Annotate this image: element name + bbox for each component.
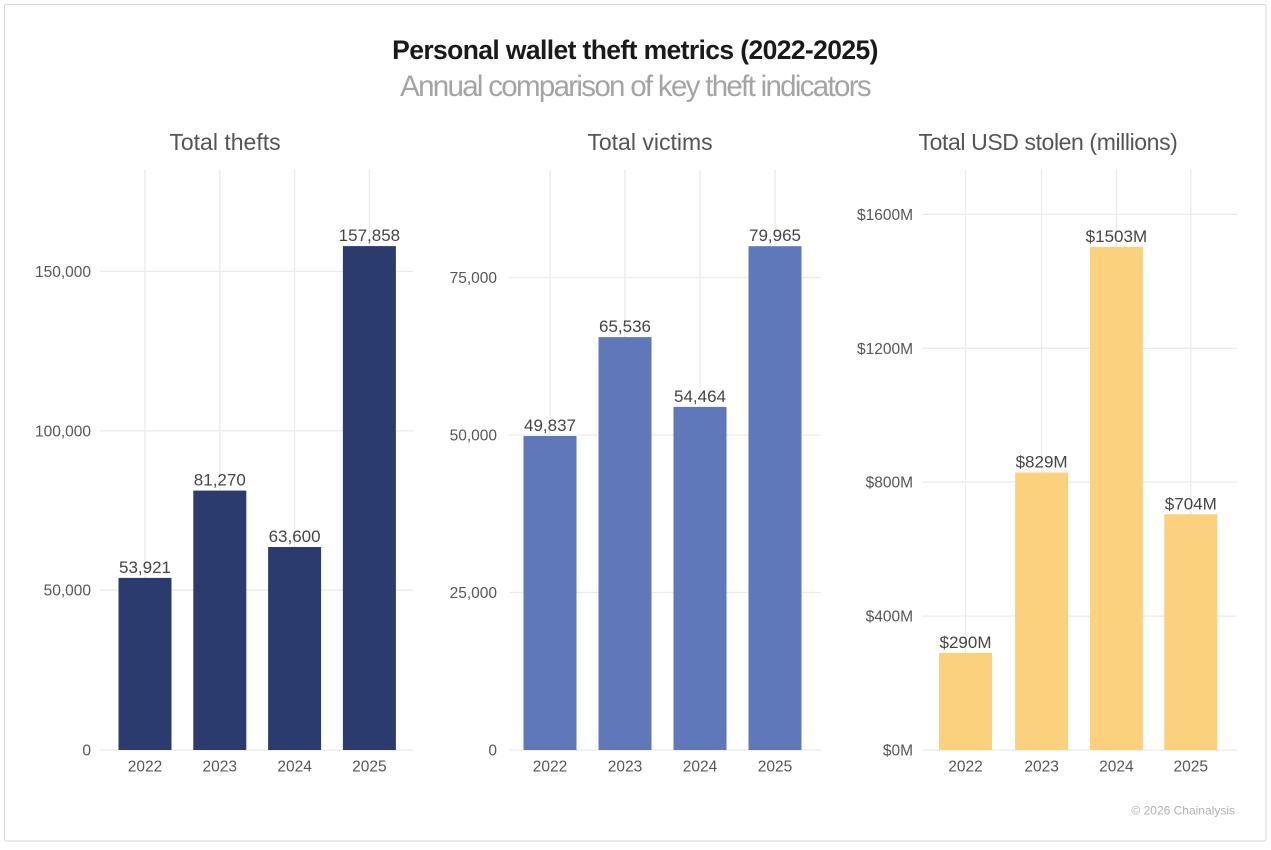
- svg-text:63,600: 63,600: [269, 527, 321, 546]
- svg-text:75,000: 75,000: [450, 270, 498, 287]
- svg-text:53,921: 53,921: [119, 558, 171, 577]
- svg-text:49,837: 49,837: [524, 416, 576, 435]
- svg-text:$800M: $800M: [866, 475, 913, 492]
- svg-text:2023: 2023: [608, 759, 642, 776]
- svg-text:$829M: $829M: [1016, 453, 1068, 472]
- svg-text:$400M: $400M: [866, 609, 913, 626]
- svg-text:100,000: 100,000: [35, 423, 91, 440]
- svg-text:2025: 2025: [352, 759, 386, 776]
- svg-text:2023: 2023: [203, 759, 237, 776]
- svg-text:157,858: 157,858: [339, 226, 400, 245]
- svg-text:65,536: 65,536: [599, 317, 651, 336]
- svg-text:© 2026 Chainalysis: © 2026 Chainalysis: [1131, 804, 1235, 818]
- svg-text:Personal wallet theft metrics: Personal wallet theft metrics (2022-2025…: [392, 35, 878, 65]
- svg-text:$290M: $290M: [940, 633, 992, 652]
- svg-text:2022: 2022: [128, 759, 162, 776]
- svg-text:$1200M: $1200M: [857, 341, 913, 358]
- svg-text:2024: 2024: [683, 759, 718, 776]
- svg-text:2025: 2025: [758, 759, 792, 776]
- svg-text:Total USD stolen (millions): Total USD stolen (millions): [919, 129, 1178, 155]
- svg-text:Annual comparison of key theft: Annual comparison of key theft indicator…: [400, 70, 871, 103]
- svg-text:0: 0: [82, 743, 91, 760]
- svg-text:$1503M: $1503M: [1086, 227, 1147, 246]
- svg-text:2022: 2022: [533, 759, 567, 776]
- svg-text:$704M: $704M: [1165, 494, 1217, 513]
- svg-text:54,464: 54,464: [674, 387, 726, 406]
- svg-text:$1600M: $1600M: [857, 207, 913, 224]
- svg-text:50,000: 50,000: [44, 583, 92, 600]
- svg-text:50,000: 50,000: [450, 428, 498, 445]
- svg-text:2024: 2024: [1099, 759, 1134, 776]
- svg-text:0: 0: [488, 743, 497, 760]
- svg-text:$0M: $0M: [883, 743, 913, 760]
- svg-text:Total victims: Total victims: [587, 129, 712, 155]
- svg-text:2025: 2025: [1174, 759, 1208, 776]
- svg-text:81,270: 81,270: [194, 471, 246, 490]
- svg-text:2024: 2024: [277, 759, 312, 776]
- svg-text:79,965: 79,965: [749, 226, 801, 245]
- svg-text:2022: 2022: [948, 759, 982, 776]
- svg-text:2023: 2023: [1024, 759, 1058, 776]
- svg-text:Total thefts: Total thefts: [169, 129, 280, 155]
- svg-text:25,000: 25,000: [450, 585, 498, 602]
- svg-text:150,000: 150,000: [35, 264, 91, 281]
